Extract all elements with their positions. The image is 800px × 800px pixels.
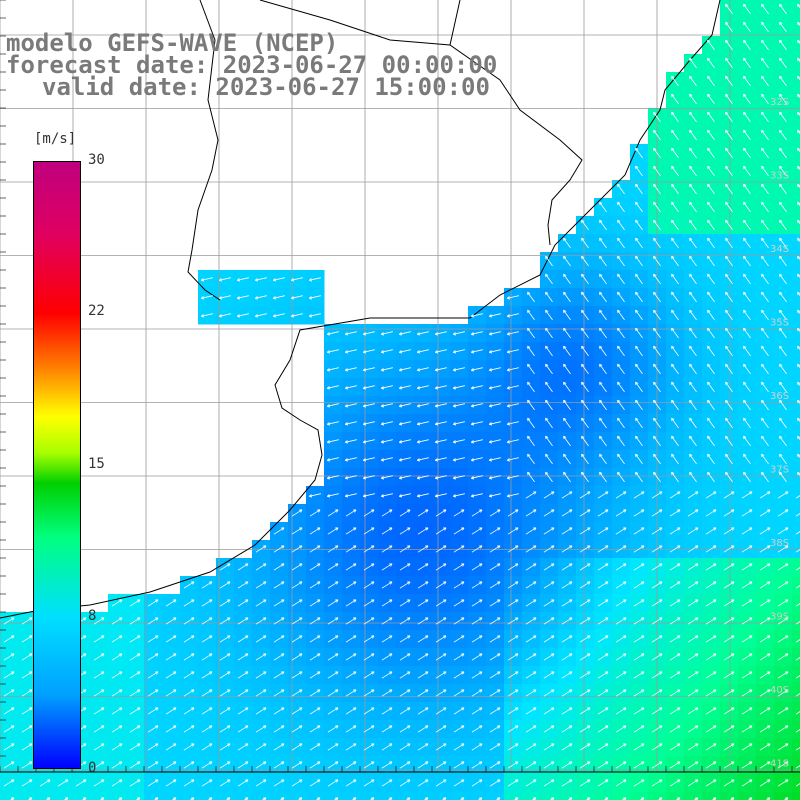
lat-lon-grid [0,0,800,773]
lat-label: 32S [770,97,789,108]
latitude-labels: 32S 33S 34S 35S 36S 37S 38S 39S 40S 41S [770,97,789,770]
colorbar [33,161,81,769]
lat-label: 33S [770,171,789,182]
wind-arrows [3,3,800,800]
forecast-date: forecast date: 2023-06-27 00:00:00 [6,51,498,79]
lat-label: 38S [770,538,789,549]
lat-label: 37S [770,465,789,476]
coastline [0,0,721,619]
country-border [187,0,583,301]
valid-date: valid date: 2023-06-27 15:00:00 [42,73,490,101]
model-title: modelo GEFS-WAVE (NCEP) [6,29,339,57]
colorbar-tick-22: 22 [88,303,105,319]
lat-label: 41S [770,759,789,770]
lat-label: 36S [770,391,789,402]
lat-label: 34S [770,244,789,255]
lat-label: 35S [770,318,789,329]
colorbar-units: [m/s] [34,131,77,147]
colorbar-tick-8: 8 [88,608,97,624]
colorbar-tick-0: 0 [88,760,97,776]
lat-label: 39S [770,612,789,623]
colorbar-tick-15: 15 [88,456,105,472]
colorbar-tick-30: 30 [88,152,105,168]
lat-label: 40S [770,685,789,696]
